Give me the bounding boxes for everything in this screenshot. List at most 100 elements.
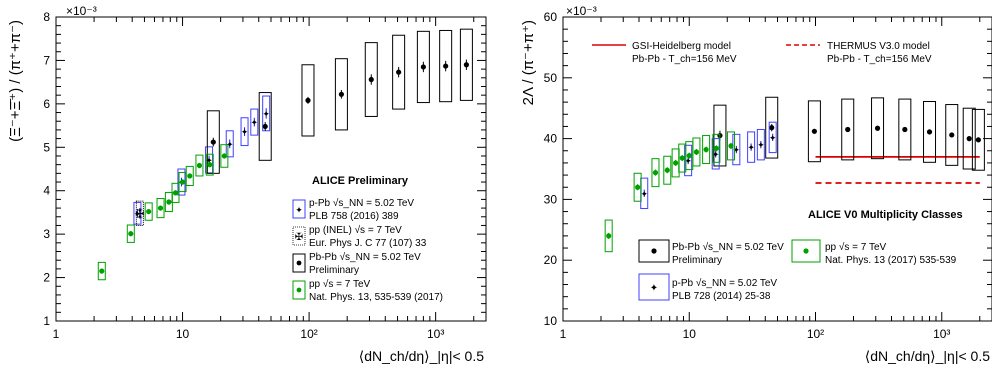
data-point — [673, 160, 679, 166]
sys-box — [416, 30, 430, 104]
legend-detail: Pb-Pb - T_ch=156 MeV — [827, 54, 932, 65]
y-tick-label: 50 — [544, 71, 558, 85]
sys-box — [144, 202, 153, 221]
legend-swatch — [292, 226, 306, 246]
sys-box — [702, 135, 711, 165]
data-point — [368, 76, 374, 83]
sys-box — [726, 131, 735, 161]
data-marks: ✦✦✦✦✦✦✦✠ — [97, 28, 473, 281]
sys-box — [898, 98, 912, 161]
data-point — [811, 128, 817, 134]
data-point: ✦ — [241, 127, 249, 137]
sys-box — [195, 154, 204, 177]
sys-box — [684, 144, 693, 177]
model-lines — [815, 155, 980, 184]
data-point: ✦ — [262, 109, 270, 119]
y-axis-label: 2Λ / (π⁻+π⁺) — [520, 20, 537, 105]
data-point — [305, 97, 311, 103]
data-point — [926, 129, 933, 135]
legend-reference: Eur. Phys J. C 77 (107) 33 — [309, 238, 427, 249]
data-point — [606, 233, 612, 239]
data-point — [652, 170, 659, 176]
data-point — [338, 91, 344, 97]
data-point — [463, 62, 469, 68]
sys-box — [712, 133, 721, 163]
legend: Pb-Pb √s_NN = 5.02 TeV Preliminary ✦ p-P… — [638, 239, 957, 302]
legend-entry: pp (INEL) √s = 7 TeV — [309, 224, 402, 236]
data-point — [769, 125, 775, 131]
legend-marker — [651, 248, 657, 254]
data-point: ✦ — [226, 139, 234, 149]
data-point — [157, 205, 164, 211]
data-point — [179, 179, 186, 185]
model-legend: GSI-Heidelberg model Pb-Pb - T_ch=156 Me… — [592, 41, 932, 65]
legend: ✦ p-Pb √s_NN = 5.02 TeV PLB 758 (2016) 3… — [292, 197, 443, 303]
x-tick-label: 1 — [53, 327, 60, 341]
legend-marker — [296, 287, 302, 293]
y-tick-label: 60 — [544, 10, 558, 24]
sys-box — [156, 198, 165, 219]
y-tick-label: 3 — [43, 227, 50, 241]
sys-box — [392, 34, 406, 110]
sys-box — [135, 200, 144, 226]
y-tick-label: 10 — [544, 314, 558, 328]
legend-entry: pp √s = 7 TeV — [825, 241, 887, 253]
sys-box — [604, 219, 613, 253]
data-point — [128, 231, 134, 237]
tick-marks: 1 10 10² 10³ 1 2 3 4 5 6 7 8 — [43, 10, 486, 341]
data-point — [664, 167, 670, 173]
data-point — [686, 153, 692, 159]
x-tick-label: 10 — [176, 327, 190, 341]
legend-entry: GSI-Heidelberg model — [632, 41, 731, 52]
y-tick-label: 30 — [544, 192, 558, 206]
legend-reference: Nat. Phys. 13, 535-539 (2017) — [309, 292, 443, 303]
data-point: ✦ — [712, 149, 720, 159]
x-tick-label: 10² — [807, 327, 824, 341]
sys-box — [663, 155, 672, 185]
legend-swatch — [292, 199, 306, 219]
data-point — [703, 146, 709, 153]
data-point — [172, 190, 179, 196]
x-tick-label: 10² — [300, 327, 317, 341]
legend-marker — [803, 248, 809, 254]
data-point — [196, 162, 203, 169]
annotation: ALICE V0 Multiplicity Classes — [808, 209, 963, 221]
data-point: ✦ — [684, 156, 692, 166]
legend-reference: Preliminary — [672, 255, 722, 266]
sys-box — [97, 261, 106, 281]
data-point — [949, 132, 955, 138]
data-point: ✦ — [251, 118, 259, 128]
y-tick-label: 40 — [544, 132, 558, 146]
sys-box — [262, 95, 271, 132]
sys-box — [923, 101, 937, 163]
legend-detail: Pb-Pb - T_ch=156 MeV — [632, 54, 737, 65]
sys-box — [334, 58, 348, 131]
data-point — [99, 268, 105, 274]
sys-box — [220, 144, 229, 168]
data-point — [693, 149, 700, 155]
sys-box — [205, 153, 214, 176]
y-tick-label: 7 — [43, 53, 50, 67]
y-tick-label: 4 — [43, 184, 50, 198]
data-point — [902, 126, 908, 133]
sys-box — [841, 98, 855, 161]
sys-box — [768, 121, 777, 154]
data-point — [207, 162, 213, 168]
legend-swatch — [791, 239, 821, 263]
legend-entry: Pb-Pb √s_NN = 5.02 TeV — [309, 251, 421, 263]
data-point: ✦ — [757, 140, 765, 150]
legend-entry: p-Pb √s_NN = 5.02 TeV — [672, 277, 777, 289]
legend-marker — [296, 260, 302, 266]
axes-frame — [55, 16, 487, 322]
x-tick-label: 10³ — [427, 327, 444, 341]
sys-box — [364, 42, 378, 117]
sys-box — [732, 133, 741, 166]
sys-box — [692, 137, 701, 167]
sys-box — [133, 201, 142, 225]
data-point — [975, 137, 981, 143]
sys-box — [756, 128, 765, 161]
data-point — [146, 208, 152, 215]
